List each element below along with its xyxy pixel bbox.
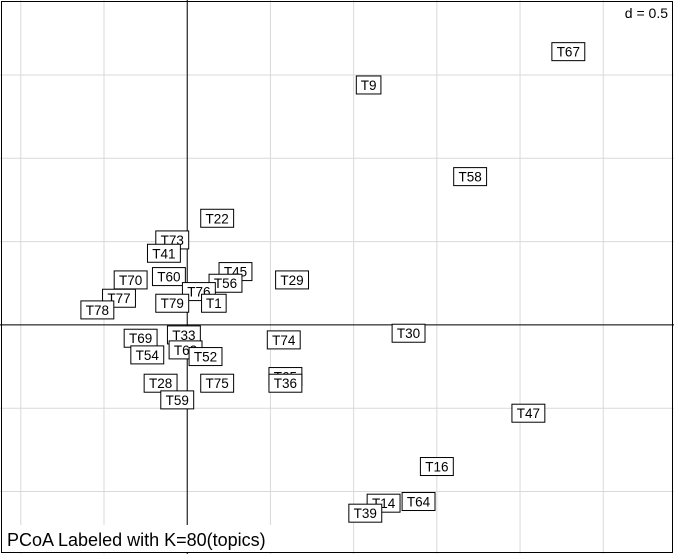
label-box [453, 167, 488, 187]
scale-label: d = 0.5 [625, 5, 668, 21]
point-label-t30: T30 [391, 323, 426, 343]
label-text: T30 [397, 326, 420, 341]
label-box [401, 492, 436, 512]
label-text: T79 [161, 296, 184, 311]
label-box [155, 293, 190, 313]
point-label-t41: T41 [146, 243, 181, 263]
point-label-t22: T22 [200, 208, 235, 228]
label-text: T59 [166, 393, 189, 408]
point-label-t54: T54 [130, 345, 165, 365]
label-text: T67 [557, 45, 580, 60]
scale-label-bg [608, 3, 672, 23]
label-text: T33 [172, 328, 195, 343]
label-box [511, 403, 546, 423]
label-text: T52 [194, 350, 217, 365]
label-text: T39 [354, 506, 377, 521]
label-text: T69 [129, 331, 152, 346]
label-text: T64 [407, 495, 431, 510]
point-label-t70: T70 [113, 270, 148, 290]
point-label-t60: T60 [151, 267, 186, 287]
point-label-t16: T16 [419, 457, 454, 477]
label-box [355, 75, 382, 95]
point-label-t39: T39 [348, 503, 383, 523]
point-label-t33: T33 [166, 325, 201, 345]
label-text: T22 [206, 211, 229, 226]
point-label-t1: T1 [201, 293, 227, 313]
label-box [188, 347, 223, 367]
label-text: T78 [86, 303, 109, 318]
point-label-t47: T47 [511, 403, 546, 423]
point-label-t59: T59 [160, 390, 195, 410]
label-box [268, 373, 303, 393]
point-label-t58: T58 [453, 167, 488, 187]
label-text: T28 [149, 376, 172, 391]
point-label-t67: T67 [551, 42, 586, 62]
label-box [151, 267, 186, 287]
point-label-t78: T78 [80, 300, 115, 320]
point-label-t9: T9 [355, 75, 382, 95]
label-text: T9 [361, 78, 377, 93]
label-box [146, 243, 181, 263]
label-text: T70 [119, 273, 142, 288]
label-box [201, 293, 227, 313]
label-text: T16 [425, 460, 448, 475]
label-box [130, 345, 165, 365]
point-label-t64: T64 [401, 492, 436, 512]
label-box [275, 270, 310, 290]
point-label-t75: T75 [200, 373, 235, 393]
point-label-t36: T36 [268, 373, 303, 393]
label-box [419, 457, 454, 477]
label-box [551, 42, 586, 62]
label-text: T47 [517, 406, 540, 421]
label-text: T29 [280, 273, 303, 288]
point-label-t52: T52 [188, 347, 223, 367]
label-box [348, 503, 383, 523]
point-label-t79: T79 [155, 293, 190, 313]
label-text: T58 [459, 170, 482, 185]
label-box [200, 208, 235, 228]
label-text: T75 [206, 376, 229, 391]
point-label-t74: T74 [266, 330, 301, 350]
label-box [160, 390, 195, 410]
label-text: T41 [152, 246, 175, 261]
label-text: T74 [272, 333, 296, 348]
label-box [80, 300, 115, 320]
point-label-t56: T56 [208, 273, 243, 293]
label-box [200, 373, 235, 393]
label-text: T60 [157, 270, 180, 285]
label-text: T36 [274, 376, 297, 391]
point-label-t69: T69 [123, 328, 158, 348]
chart-title-bg [2, 525, 302, 552]
label-text: T1 [206, 296, 222, 311]
label-text: T56 [214, 276, 237, 291]
label-box [266, 330, 301, 350]
label-text: T54 [136, 348, 160, 363]
point-label-t28: T28 [143, 373, 178, 393]
label-box [391, 323, 426, 343]
chart-title: PCoA Labeled with K=80(topics) [7, 530, 266, 550]
point-label-t29: T29 [275, 270, 310, 290]
